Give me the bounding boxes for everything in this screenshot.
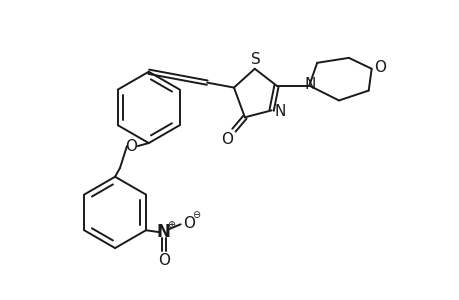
Text: O: O <box>157 254 169 268</box>
Text: ⊕: ⊕ <box>166 220 174 230</box>
Text: N: N <box>304 77 315 92</box>
Text: O: O <box>125 139 137 154</box>
Text: ⊖: ⊖ <box>192 210 200 220</box>
Text: N: N <box>274 104 285 119</box>
Text: O: O <box>220 132 233 147</box>
Text: O: O <box>374 60 386 75</box>
Text: O: O <box>183 216 195 231</box>
Text: S: S <box>250 52 260 67</box>
Text: N: N <box>157 223 170 241</box>
